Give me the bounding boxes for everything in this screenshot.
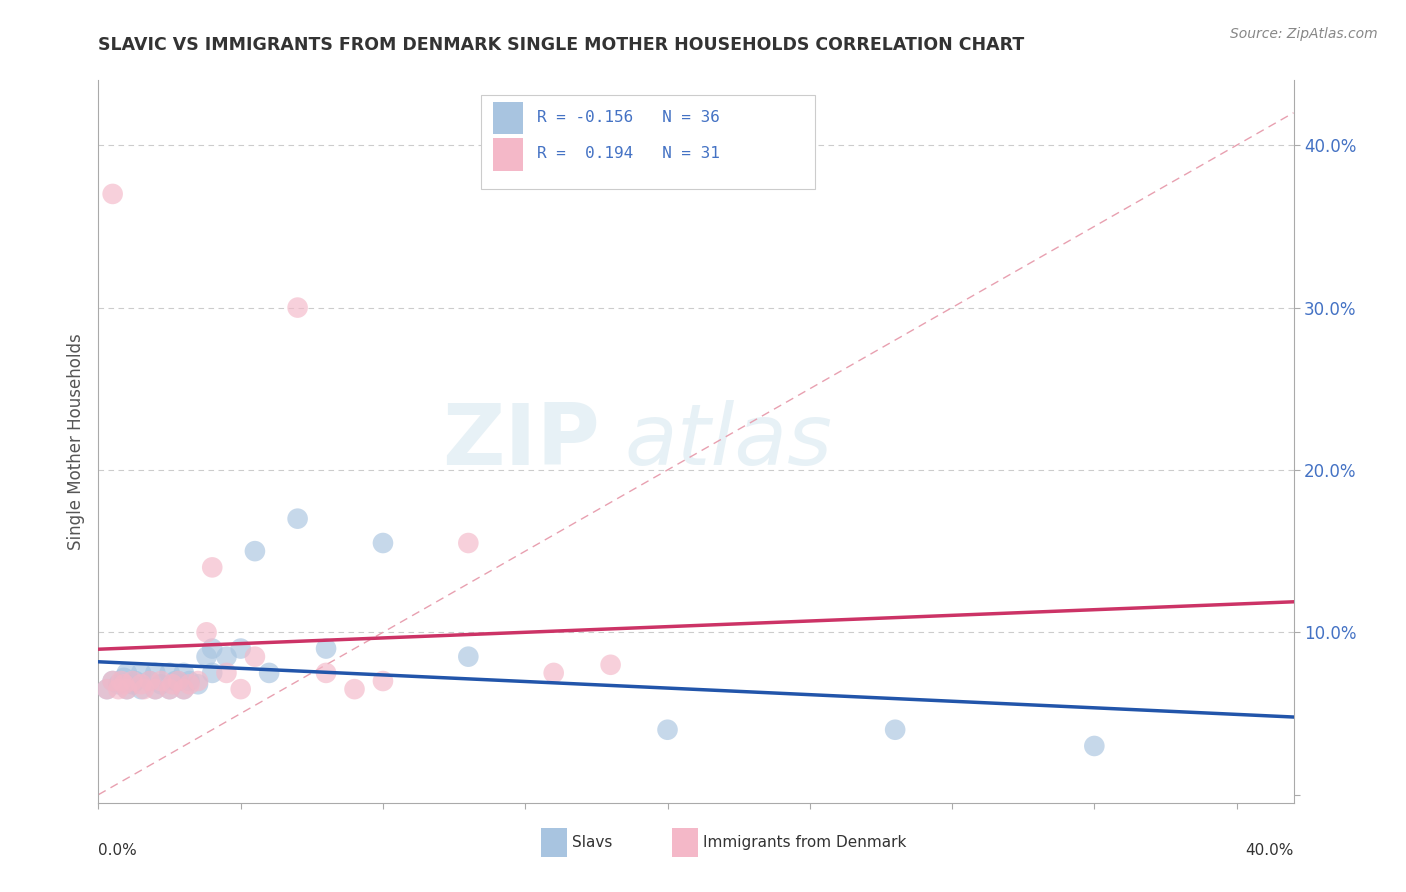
Point xyxy=(215,649,238,664)
Bar xyxy=(494,138,523,170)
Point xyxy=(96,682,118,697)
Text: R = -0.156   N = 36: R = -0.156 N = 36 xyxy=(537,111,720,126)
Point xyxy=(129,677,152,691)
Text: SLAVIC VS IMMIGRANTS FROM DENMARK SINGLE MOTHER HOUSEHOLDS CORRELATION CHART: SLAVIC VS IMMIGRANTS FROM DENMARK SINGLE… xyxy=(98,36,1025,54)
Point xyxy=(173,682,195,697)
Text: ZIP: ZIP xyxy=(443,400,600,483)
Point xyxy=(657,723,679,737)
Y-axis label: Single Mother Households: Single Mother Households xyxy=(66,334,84,549)
Point xyxy=(143,665,166,680)
Point xyxy=(229,641,252,656)
Point xyxy=(143,682,166,697)
Point xyxy=(173,682,195,697)
Point xyxy=(138,673,160,688)
Point xyxy=(599,657,621,672)
Point xyxy=(159,682,181,697)
Point xyxy=(96,682,118,697)
Bar xyxy=(494,102,523,135)
Point xyxy=(287,511,309,525)
Point xyxy=(187,673,209,688)
Point xyxy=(201,641,224,656)
Point xyxy=(229,682,252,697)
Point xyxy=(371,673,394,688)
Point xyxy=(179,677,201,691)
Point xyxy=(371,536,394,550)
Point xyxy=(215,665,238,680)
Point xyxy=(121,677,143,691)
Point xyxy=(201,560,224,574)
Point xyxy=(112,671,135,685)
Point xyxy=(138,673,160,688)
Point xyxy=(315,641,337,656)
Point xyxy=(165,673,187,688)
Text: Source: ZipAtlas.com: Source: ZipAtlas.com xyxy=(1230,27,1378,41)
Point xyxy=(343,682,366,697)
FancyBboxPatch shape xyxy=(481,95,815,189)
Point xyxy=(101,673,124,688)
Point xyxy=(187,677,209,691)
Point xyxy=(1083,739,1105,753)
Point xyxy=(159,682,181,697)
Point xyxy=(315,665,337,680)
Point xyxy=(243,649,266,664)
Text: 0.0%: 0.0% xyxy=(98,843,138,857)
Point xyxy=(124,673,146,688)
Point xyxy=(150,677,173,691)
Point xyxy=(107,682,129,697)
Point xyxy=(173,665,195,680)
Point xyxy=(150,673,173,688)
Text: 40.0%: 40.0% xyxy=(1246,843,1294,857)
Bar xyxy=(672,828,699,857)
Point xyxy=(243,544,266,558)
Point xyxy=(129,682,152,697)
Point xyxy=(101,186,124,201)
Point xyxy=(195,625,218,640)
Point xyxy=(543,665,565,680)
Point xyxy=(884,723,907,737)
Point xyxy=(101,673,124,688)
Text: Slavs: Slavs xyxy=(572,835,612,850)
Point xyxy=(287,301,309,315)
Point xyxy=(457,536,479,550)
Point xyxy=(121,673,143,688)
Point xyxy=(195,649,218,664)
Bar xyxy=(541,828,567,857)
Text: Immigrants from Denmark: Immigrants from Denmark xyxy=(703,835,907,850)
Point xyxy=(107,677,129,691)
Point xyxy=(179,673,201,688)
Point xyxy=(162,677,184,691)
Point xyxy=(132,682,155,697)
Point xyxy=(201,665,224,680)
Point xyxy=(257,665,280,680)
Point xyxy=(115,682,138,697)
Point xyxy=(167,673,190,688)
Text: R =  0.194   N = 31: R = 0.194 N = 31 xyxy=(537,146,720,161)
Point xyxy=(457,649,479,664)
Point xyxy=(129,665,152,680)
Text: atlas: atlas xyxy=(624,400,832,483)
Point xyxy=(115,682,138,697)
Point xyxy=(167,673,190,688)
Point xyxy=(143,682,166,697)
Point xyxy=(115,665,138,680)
Point xyxy=(159,665,181,680)
Point xyxy=(112,677,135,691)
Point xyxy=(110,673,132,688)
